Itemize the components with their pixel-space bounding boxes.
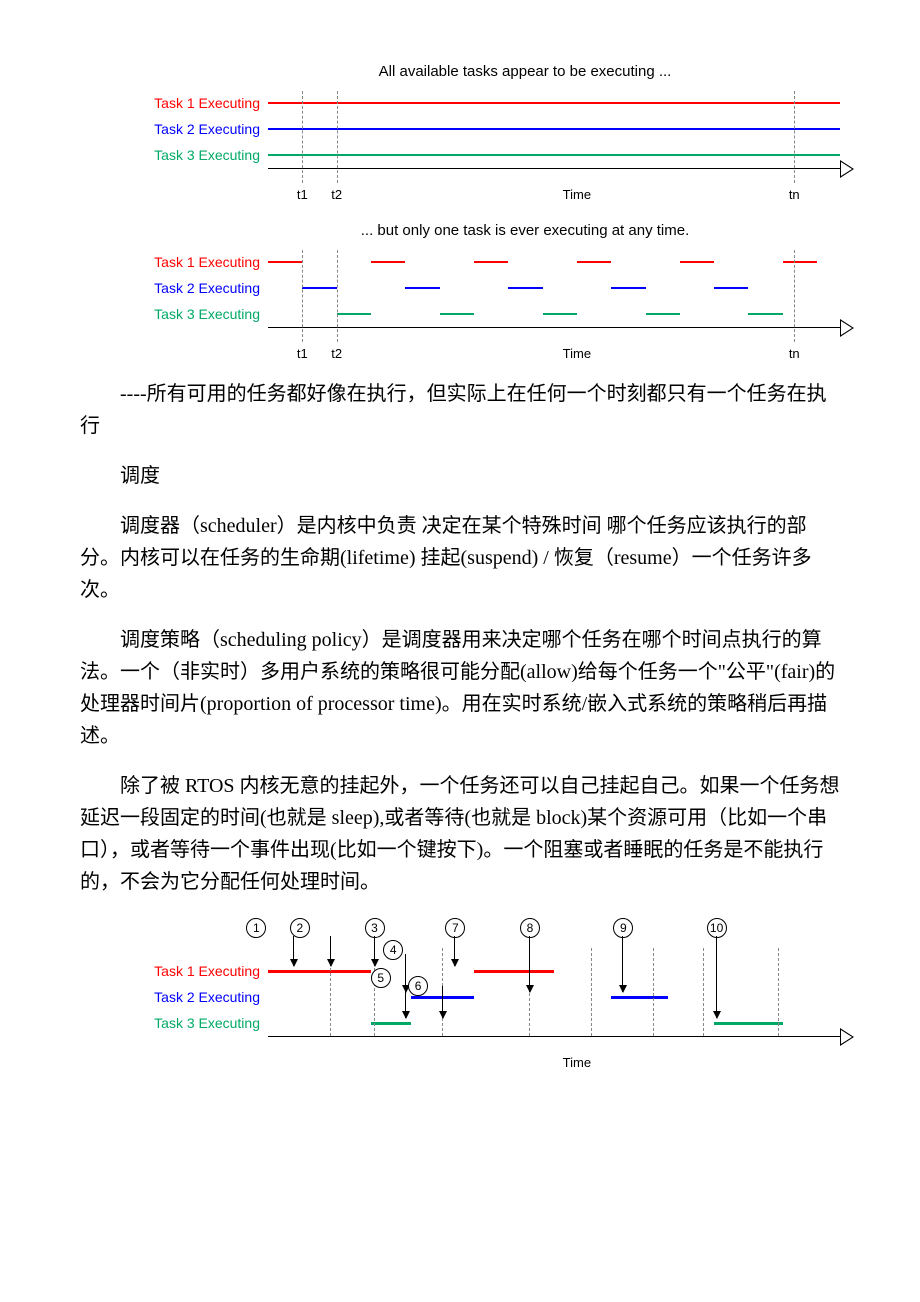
- annotation-arrow-icon: [622, 936, 623, 992]
- annotation-arrow-icon: [293, 936, 294, 966]
- tick-label: t1: [297, 185, 308, 206]
- time-axis-2: t1t2Timetn: [268, 327, 840, 348]
- tick-line: [653, 948, 654, 1036]
- task-segment: [543, 313, 577, 315]
- task-row: Task 3 Executing: [130, 301, 840, 327]
- task-label: Task 2 Executing: [130, 277, 268, 299]
- tick-line: [794, 250, 795, 342]
- tick-label: tn: [789, 185, 800, 206]
- annotation-arrow-icon: [374, 936, 375, 966]
- task-segment: [748, 313, 782, 315]
- annotation-arrow-icon: [529, 936, 530, 992]
- task-row: Task 3 Executing: [130, 142, 840, 168]
- timeline: [268, 275, 840, 301]
- task-label: Task 3 Executing: [130, 144, 268, 166]
- task-label: Task 1 Executing: [130, 251, 268, 273]
- tick-label: t1: [297, 344, 308, 365]
- task-segment: [440, 313, 474, 315]
- axis-arrow-icon: [840, 160, 854, 178]
- annotation-circle: 10: [707, 918, 727, 938]
- tick-label: Time: [563, 185, 591, 206]
- annotation-circle: 8: [520, 918, 540, 938]
- task-segment: [268, 261, 302, 263]
- task-segment: [577, 261, 611, 263]
- task-segment: [337, 313, 371, 315]
- task-segment: [268, 154, 840, 156]
- annotation-arrow-icon: [716, 936, 717, 1018]
- task-segment: [474, 261, 508, 263]
- task-label: Task 1 Executing: [130, 92, 268, 114]
- tick-line: [302, 91, 303, 183]
- time-axis-1: t1t2Timetn: [268, 168, 840, 189]
- axis-arrow-icon: [840, 1028, 854, 1046]
- task-segment: [405, 287, 439, 289]
- tick-line: [337, 91, 338, 183]
- axis-arrow-icon: [840, 319, 854, 337]
- task-segment: [783, 261, 817, 263]
- task-label: Task 2 Executing: [130, 118, 268, 140]
- annotation-circle: 7: [445, 918, 465, 938]
- timeline: [268, 301, 840, 327]
- task-label: Task 3 Executing: [130, 303, 268, 325]
- timeline: [268, 249, 840, 275]
- task-row: Task 2 Executing: [130, 275, 840, 301]
- task-segment: [508, 287, 542, 289]
- annotation-arrow-icon: [330, 936, 331, 966]
- task-segment: [302, 287, 336, 289]
- task-segment: [646, 313, 680, 315]
- task-row: Task 2 Executing: [130, 116, 840, 142]
- tick-line: [778, 948, 779, 1036]
- timeline: [268, 142, 840, 168]
- task-row: Task 1 Executing: [130, 90, 840, 116]
- annotation-circle: 5: [371, 968, 391, 988]
- timeline: [268, 116, 840, 142]
- diagram1-title: All available tasks appear to be executi…: [210, 60, 840, 84]
- diagram2-title: ... but only one task is ever executing …: [210, 219, 840, 243]
- annotation-arrow-icon: [405, 978, 406, 1018]
- tick-label: t2: [331, 185, 342, 206]
- annotation-circle: 2: [290, 918, 310, 938]
- diagram-concurrent: All available tasks appear to be executi…: [80, 60, 840, 189]
- task-segment: [268, 102, 840, 104]
- annotation-arrow-icon: [442, 986, 443, 1018]
- annotation-circle: 1: [246, 918, 266, 938]
- task-segment: [611, 287, 645, 289]
- timeline: [268, 90, 840, 116]
- task-segment: [268, 128, 840, 130]
- tick-label: t2: [331, 344, 342, 365]
- tick-label: Time: [563, 344, 591, 365]
- annotation-circle: 6: [408, 976, 428, 996]
- tick-label: tn: [789, 344, 800, 365]
- annotation-arrow-icon: [454, 936, 455, 966]
- paragraph-policy: 调度策略（scheduling policy）是调度器用来决定哪个任务在哪个时间…: [80, 624, 840, 752]
- diagram-annotated: Task 1 ExecutingTask 2 ExecutingTask 3 E…: [80, 918, 840, 1057]
- paragraph-summary: ----所有可用的任务都好像在执行，但实际上在任何一个时刻都只有一个任务在执行: [80, 378, 840, 442]
- paragraph-scheduler: 调度器（scheduler）是内核中负责 决定在某个特殊时间 哪个任务应该执行的…: [80, 510, 840, 606]
- tick-line: [591, 948, 592, 1036]
- task-segment: [714, 287, 748, 289]
- annotation-circle: 3: [365, 918, 385, 938]
- heading-scheduling: 调度: [80, 460, 840, 492]
- diagram-timesliced: ... but only one task is ever executing …: [80, 219, 840, 348]
- task-segment: [371, 261, 405, 263]
- annotation-circle: 4: [383, 940, 403, 960]
- task-segment: [680, 261, 714, 263]
- paragraph-suspend: 除了被 RTOS 内核无意的挂起外，一个任务还可以自己挂起自己。如果一个任务想延…: [80, 770, 840, 898]
- tick-line: [302, 250, 303, 342]
- task-row: Task 1 Executing: [130, 249, 840, 275]
- annotation-overlay: 12345678910: [218, 918, 840, 1057]
- tick-line: [337, 250, 338, 342]
- tick-line: [703, 948, 704, 1036]
- tick-line: [794, 91, 795, 183]
- annotation-circle: 9: [613, 918, 633, 938]
